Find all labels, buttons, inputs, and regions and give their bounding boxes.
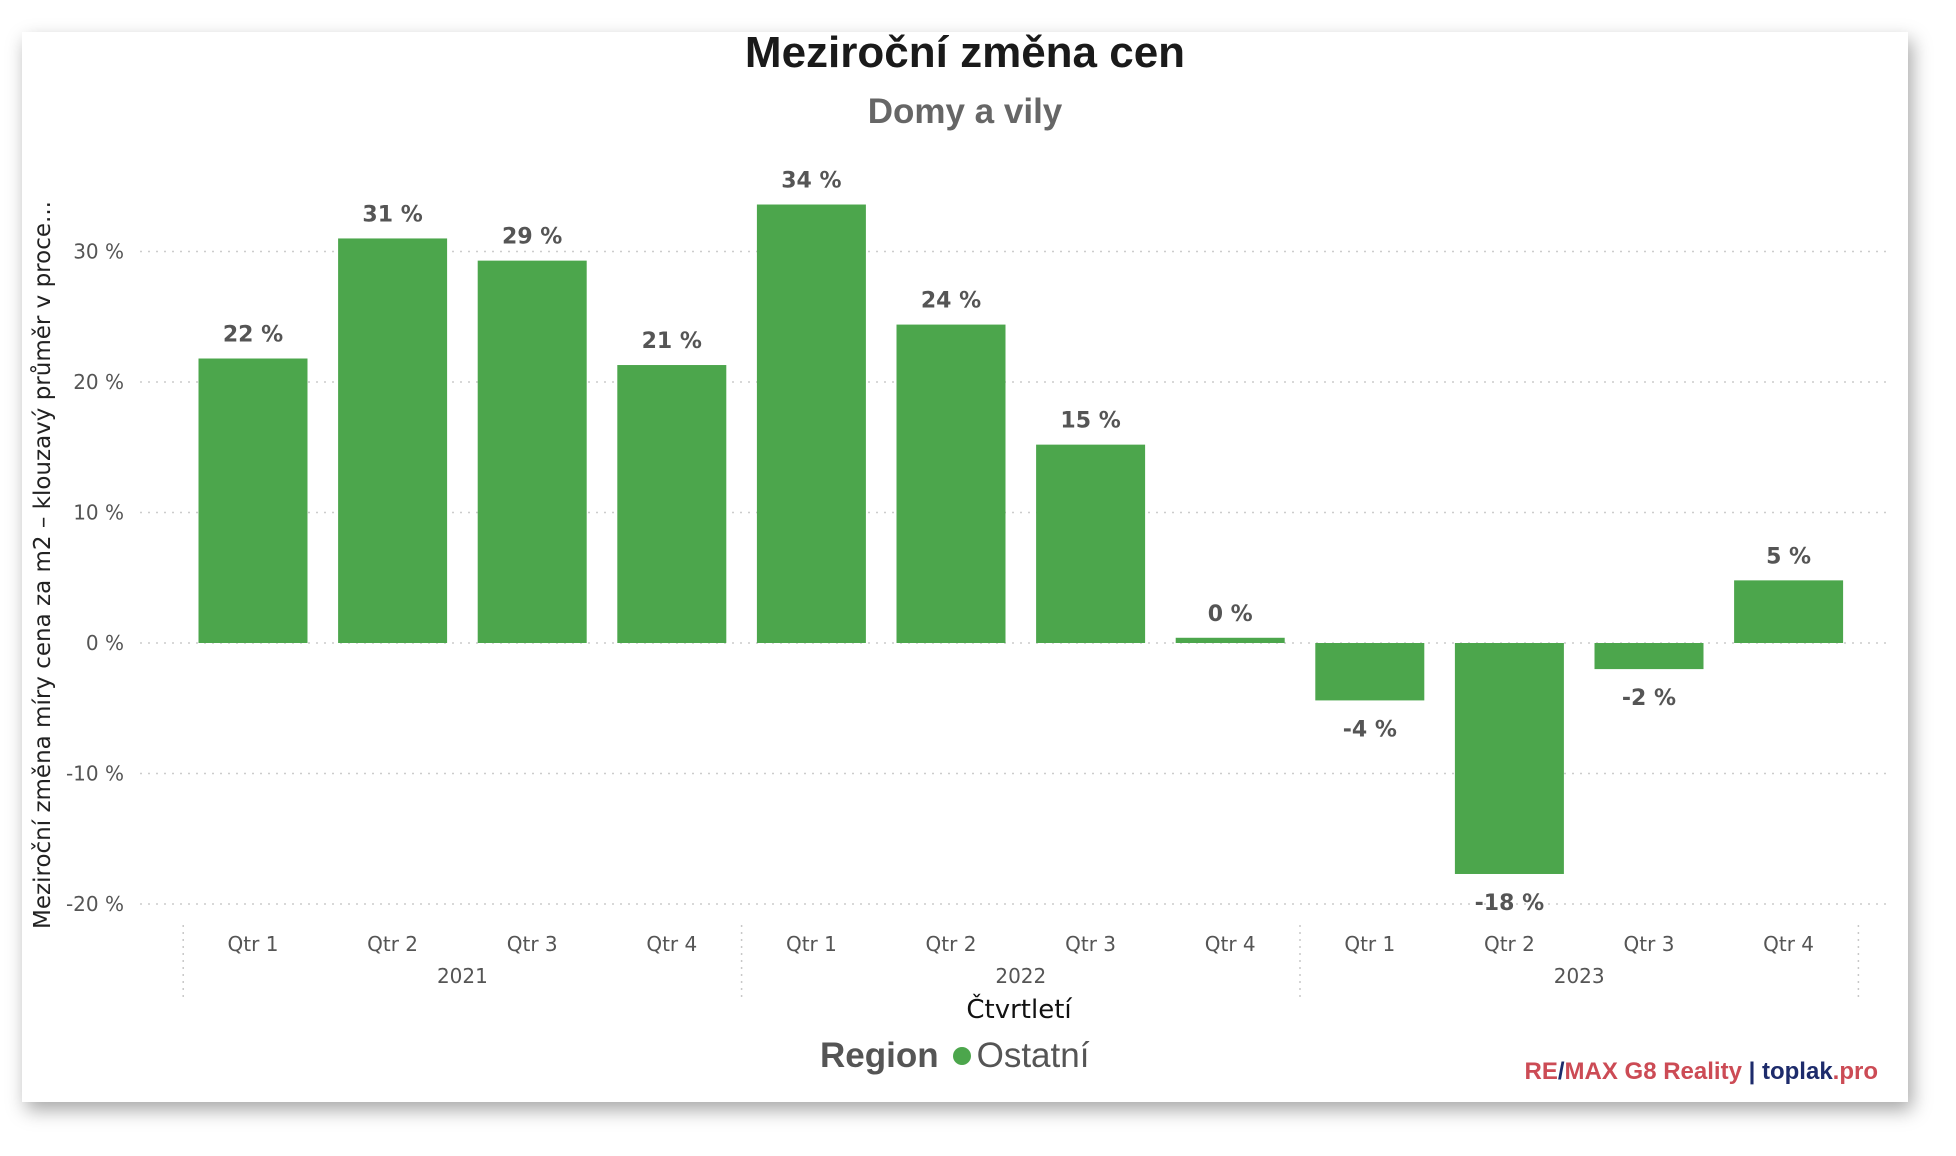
data-label: 5 % bbox=[1766, 544, 1811, 569]
data-label: 29 % bbox=[502, 225, 562, 250]
brand-remax-re: RE bbox=[1524, 1058, 1558, 1085]
legend-item-label: Ostatní bbox=[976, 1036, 1090, 1075]
data-label: 22 % bbox=[223, 323, 283, 348]
legend: Region Ostatní bbox=[820, 1036, 1089, 1076]
x-tick-label: Qtr 3 bbox=[1624, 932, 1675, 956]
x-tick-label: Qtr 1 bbox=[1344, 932, 1395, 956]
bar bbox=[198, 358, 308, 643]
x-tick-label: Qtr 3 bbox=[1065, 932, 1116, 956]
data-label: 31 % bbox=[362, 202, 422, 227]
x-tick-label: Qtr 4 bbox=[1205, 932, 1256, 956]
bar bbox=[1036, 444, 1146, 643]
year-label: 2022 bbox=[995, 964, 1046, 988]
legend-marker bbox=[952, 1047, 971, 1065]
legend-title: Region bbox=[820, 1036, 939, 1075]
bar bbox=[617, 365, 727, 643]
bar bbox=[1734, 580, 1844, 643]
x-tick-label: Qtr 1 bbox=[786, 932, 837, 956]
brand-separator: | bbox=[1748, 1058, 1756, 1085]
x-axis-label: Čtvrtletí bbox=[966, 995, 1072, 1025]
x-tick-label: Qtr 2 bbox=[926, 932, 977, 956]
x-tick-label: Qtr 2 bbox=[367, 932, 418, 956]
bar bbox=[1594, 643, 1704, 670]
y-tick-label: 20 % bbox=[73, 370, 124, 394]
y-tick-label: -10 % bbox=[66, 762, 124, 786]
brand-remax-rest: MAX G8 Reality bbox=[1564, 1058, 1742, 1085]
bar bbox=[338, 238, 448, 643]
bar bbox=[477, 260, 587, 643]
x-tick-label: Qtr 4 bbox=[646, 932, 697, 956]
x-tick-label: Qtr 4 bbox=[1763, 932, 1814, 956]
data-label: 24 % bbox=[921, 289, 981, 314]
year-label: 2021 bbox=[437, 964, 488, 988]
data-label: -2 % bbox=[1622, 686, 1676, 711]
bar bbox=[896, 324, 1006, 643]
chart-subtitle: Domy a vily bbox=[867, 92, 1063, 131]
bar bbox=[1175, 637, 1285, 643]
y-tick-label: 0 % bbox=[86, 631, 124, 655]
brand-credit: RE/MAX G8 Reality | toplak.pro bbox=[1525, 1058, 1878, 1086]
brand-site-tld[interactable]: .pro bbox=[1832, 1058, 1878, 1085]
brand-site-name[interactable]: toplak bbox=[1761, 1058, 1833, 1085]
y-tick-label: -20 % bbox=[66, 892, 124, 916]
chart-title: Meziroční změna cen bbox=[744, 28, 1186, 77]
x-tick-label: Qtr 1 bbox=[228, 932, 279, 956]
data-label: 34 % bbox=[781, 169, 841, 194]
data-label: -4 % bbox=[1343, 717, 1397, 742]
x-tick-label: Qtr 3 bbox=[507, 932, 558, 956]
data-label: 0 % bbox=[1208, 602, 1253, 627]
x-tick-label: Qtr 2 bbox=[1484, 932, 1535, 956]
year-label: 2023 bbox=[1554, 964, 1605, 988]
y-tick-label: 10 % bbox=[73, 501, 124, 525]
bar bbox=[1315, 643, 1425, 701]
data-label: 21 % bbox=[642, 329, 702, 354]
legend-item-ostatni[interactable]: Ostatní bbox=[952, 1036, 1090, 1076]
bar bbox=[1454, 643, 1564, 874]
brand-remax-slash: / bbox=[1557, 1058, 1565, 1085]
data-label: -18 % bbox=[1475, 891, 1544, 916]
data-label: 15 % bbox=[1060, 409, 1120, 434]
bar bbox=[756, 204, 866, 643]
y-tick-label: 30 % bbox=[73, 240, 124, 264]
